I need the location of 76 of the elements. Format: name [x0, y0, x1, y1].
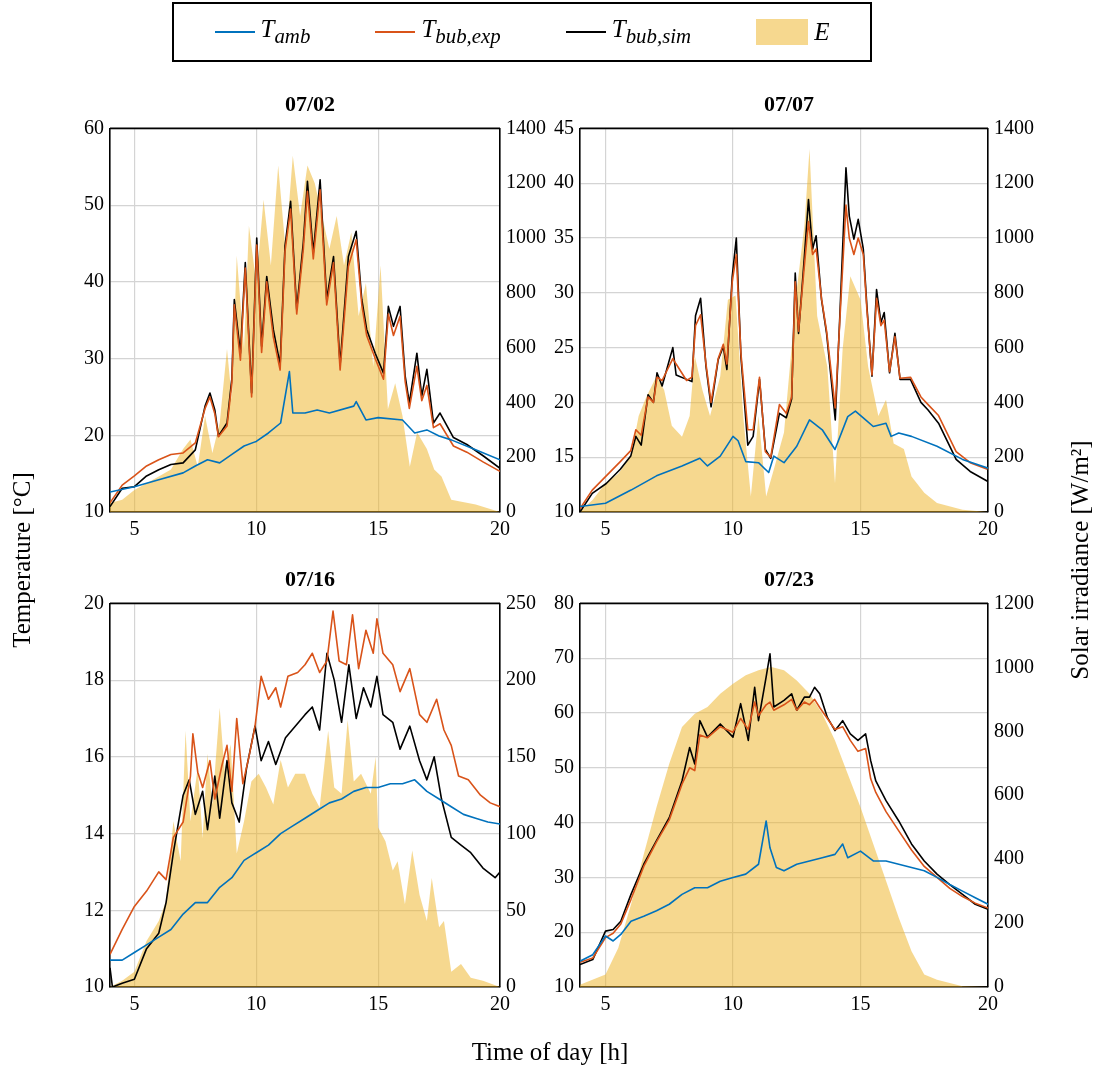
legend-label: E — [814, 18, 830, 46]
y2-tick-label: 50 — [506, 897, 526, 920]
x-tick-label: 15 — [850, 992, 871, 1015]
y2-tick-label: 200 — [506, 667, 536, 690]
y2-tick-label: 800 — [506, 280, 536, 303]
y-tick-label: 15 — [554, 444, 574, 467]
y2-tick-label: 1200 — [994, 170, 1034, 193]
y-tick-label: 40 — [554, 170, 574, 193]
y-tick-label: 30 — [84, 345, 104, 368]
y-tick-label: 10 — [554, 499, 574, 522]
x-tick-label: 10 — [723, 992, 743, 1015]
y2-tick-label: 1200 — [994, 590, 1034, 613]
y2-tick-label: 200 — [994, 910, 1024, 933]
y-tick-label: 20 — [554, 919, 574, 942]
y-tick-label: 10 — [554, 974, 574, 997]
y2-tick-label: 200 — [506, 444, 536, 467]
x-tick-label: 10 — [246, 517, 267, 540]
y-tick-label: 35 — [554, 225, 574, 248]
x-tick-label: 15 — [368, 992, 389, 1015]
y2-tick-label: 800 — [994, 280, 1024, 303]
x-tick-label: 5 — [129, 992, 140, 1015]
chart-title: 07/23 — [763, 565, 815, 591]
y2-tick-label: 400 — [994, 846, 1024, 869]
y2-tick-label: 600 — [994, 782, 1024, 805]
y2-tick-label: 600 — [506, 334, 536, 357]
y2-tick-label: 250 — [506, 590, 536, 613]
y-tick-label: 80 — [554, 590, 574, 613]
y-tick-label: 45 — [554, 115, 574, 138]
y-axis-title: Temperature [°C] — [8, 472, 36, 648]
y-tick-label: 10 — [84, 974, 104, 997]
y-tick-label: 16 — [84, 744, 104, 767]
x-tick-label: 15 — [368, 517, 389, 540]
y2-tick-label: 1000 — [994, 654, 1034, 677]
y-tick-label: 20 — [84, 422, 104, 445]
chart-title: 07/07 — [763, 90, 815, 116]
y-tick-label: 18 — [84, 667, 104, 690]
y2-tick-label: 400 — [994, 389, 1024, 412]
y-tick-label: 50 — [84, 192, 104, 215]
y-tick-label: 50 — [554, 755, 574, 778]
y2-tick-label: 800 — [994, 718, 1024, 741]
x-tick-label: 5 — [600, 517, 611, 540]
y2-tick-label: 1400 — [994, 115, 1034, 138]
y-tick-label: 40 — [554, 809, 574, 832]
y2-tick-label: 100 — [506, 820, 536, 843]
x-tick-label: 15 — [850, 517, 871, 540]
y2-tick-label: 400 — [506, 389, 536, 412]
y2-tick-label: 1200 — [506, 170, 546, 193]
y-tick-label: 40 — [84, 269, 104, 292]
y-tick-label: 30 — [554, 864, 574, 887]
legend-label: T$_{bub,sim}$ — [611, 15, 692, 49]
x-tick-label: 5 — [600, 992, 611, 1015]
y-tick-label: 20 — [84, 590, 104, 613]
y-tick-label: 12 — [84, 897, 104, 920]
y2-tick-label: 1000 — [994, 225, 1034, 248]
chart-title: 07/02 — [284, 90, 336, 116]
legend-label: T$_{bub,exp}$ — [421, 15, 501, 49]
y-tick-label: 25 — [554, 334, 574, 357]
legend-label: T$_{amb}$ — [260, 15, 311, 49]
y-tick-label: 14 — [84, 820, 104, 843]
x-tick-label: 10 — [723, 517, 743, 540]
x-tick-label: 10 — [246, 992, 267, 1015]
y2-tick-label: 150 — [506, 744, 536, 767]
y2-axis-title: Solar irradiance [W/m²] — [1066, 440, 1094, 680]
y2-tick-label: 1400 — [506, 115, 546, 138]
y2-tick-label: 600 — [994, 334, 1024, 357]
y-tick-label: 70 — [554, 645, 574, 668]
y-tick-label: 30 — [554, 280, 574, 303]
y2-tick-label: 200 — [994, 444, 1024, 467]
y-tick-label: 60 — [554, 700, 574, 723]
y-tick-label: 20 — [554, 389, 574, 412]
chart-title: 07/16 — [284, 565, 336, 591]
y-tick-label: 60 — [84, 115, 104, 138]
x-axis-title: Time of day [h] — [471, 1038, 629, 1066]
y-tick-label: 10 — [84, 499, 104, 522]
y2-tick-label: 1000 — [506, 225, 546, 248]
x-tick-label: 5 — [129, 517, 140, 540]
